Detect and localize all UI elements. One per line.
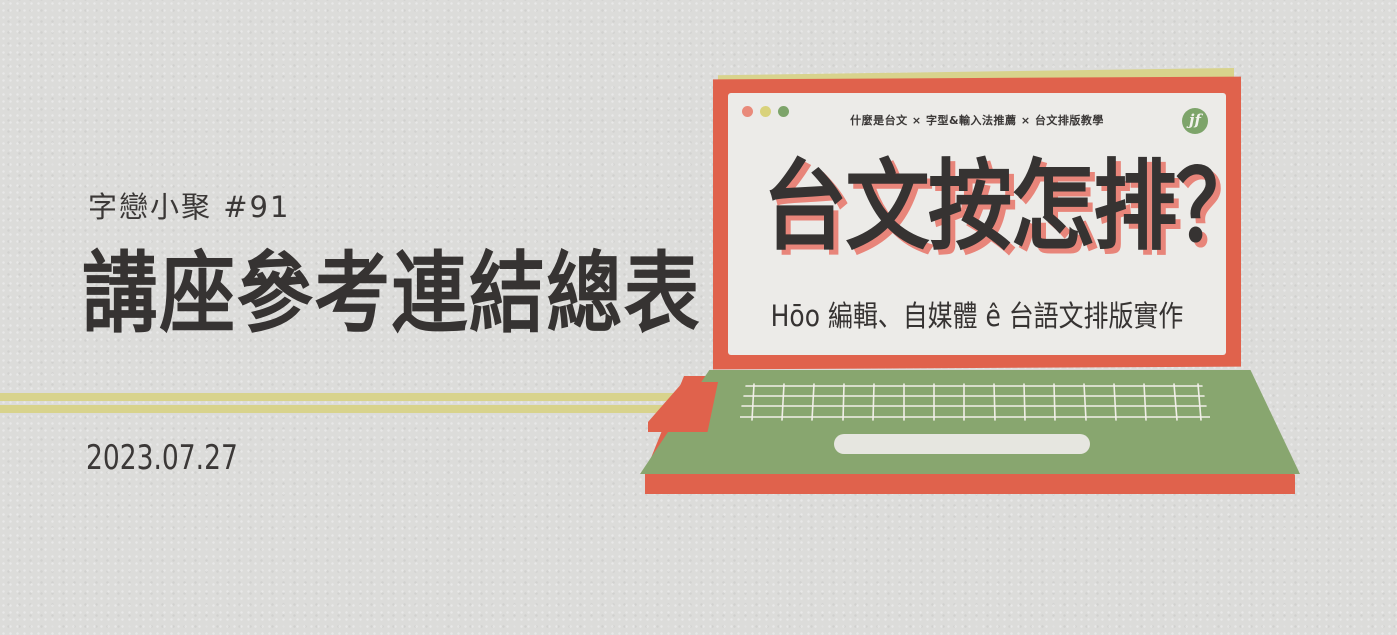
subtitle: Hōo 編輯、自媒體 ê 台語文排版實作 <box>770 299 1184 333</box>
stripe-top <box>0 393 700 401</box>
jf-logo-icon: jf <box>1182 108 1208 134</box>
laptop-screen <box>728 93 1226 355</box>
page-title: 講座參考連結總表 <box>82 242 702 345</box>
headline-shadow: 台文按怎排？ <box>767 155 1265 269</box>
laptop-base <box>640 370 1300 474</box>
series-label: 字戀小聚 #91 <box>88 190 291 224</box>
touchpad <box>834 434 1090 454</box>
topics-line: 什麼是台文 × 字型&輸入法推薦 × 台文排版教學 <box>850 114 1104 127</box>
window-dot-red-icon <box>742 106 753 117</box>
event-date: 2023.07.27 <box>86 438 238 478</box>
headline: 台文按怎排？ <box>762 150 1260 264</box>
window-dot-yellow-icon <box>760 106 771 117</box>
window-dot-green-icon <box>778 106 789 117</box>
stripe-bottom <box>0 405 700 413</box>
keyboard-grid <box>740 383 1210 421</box>
